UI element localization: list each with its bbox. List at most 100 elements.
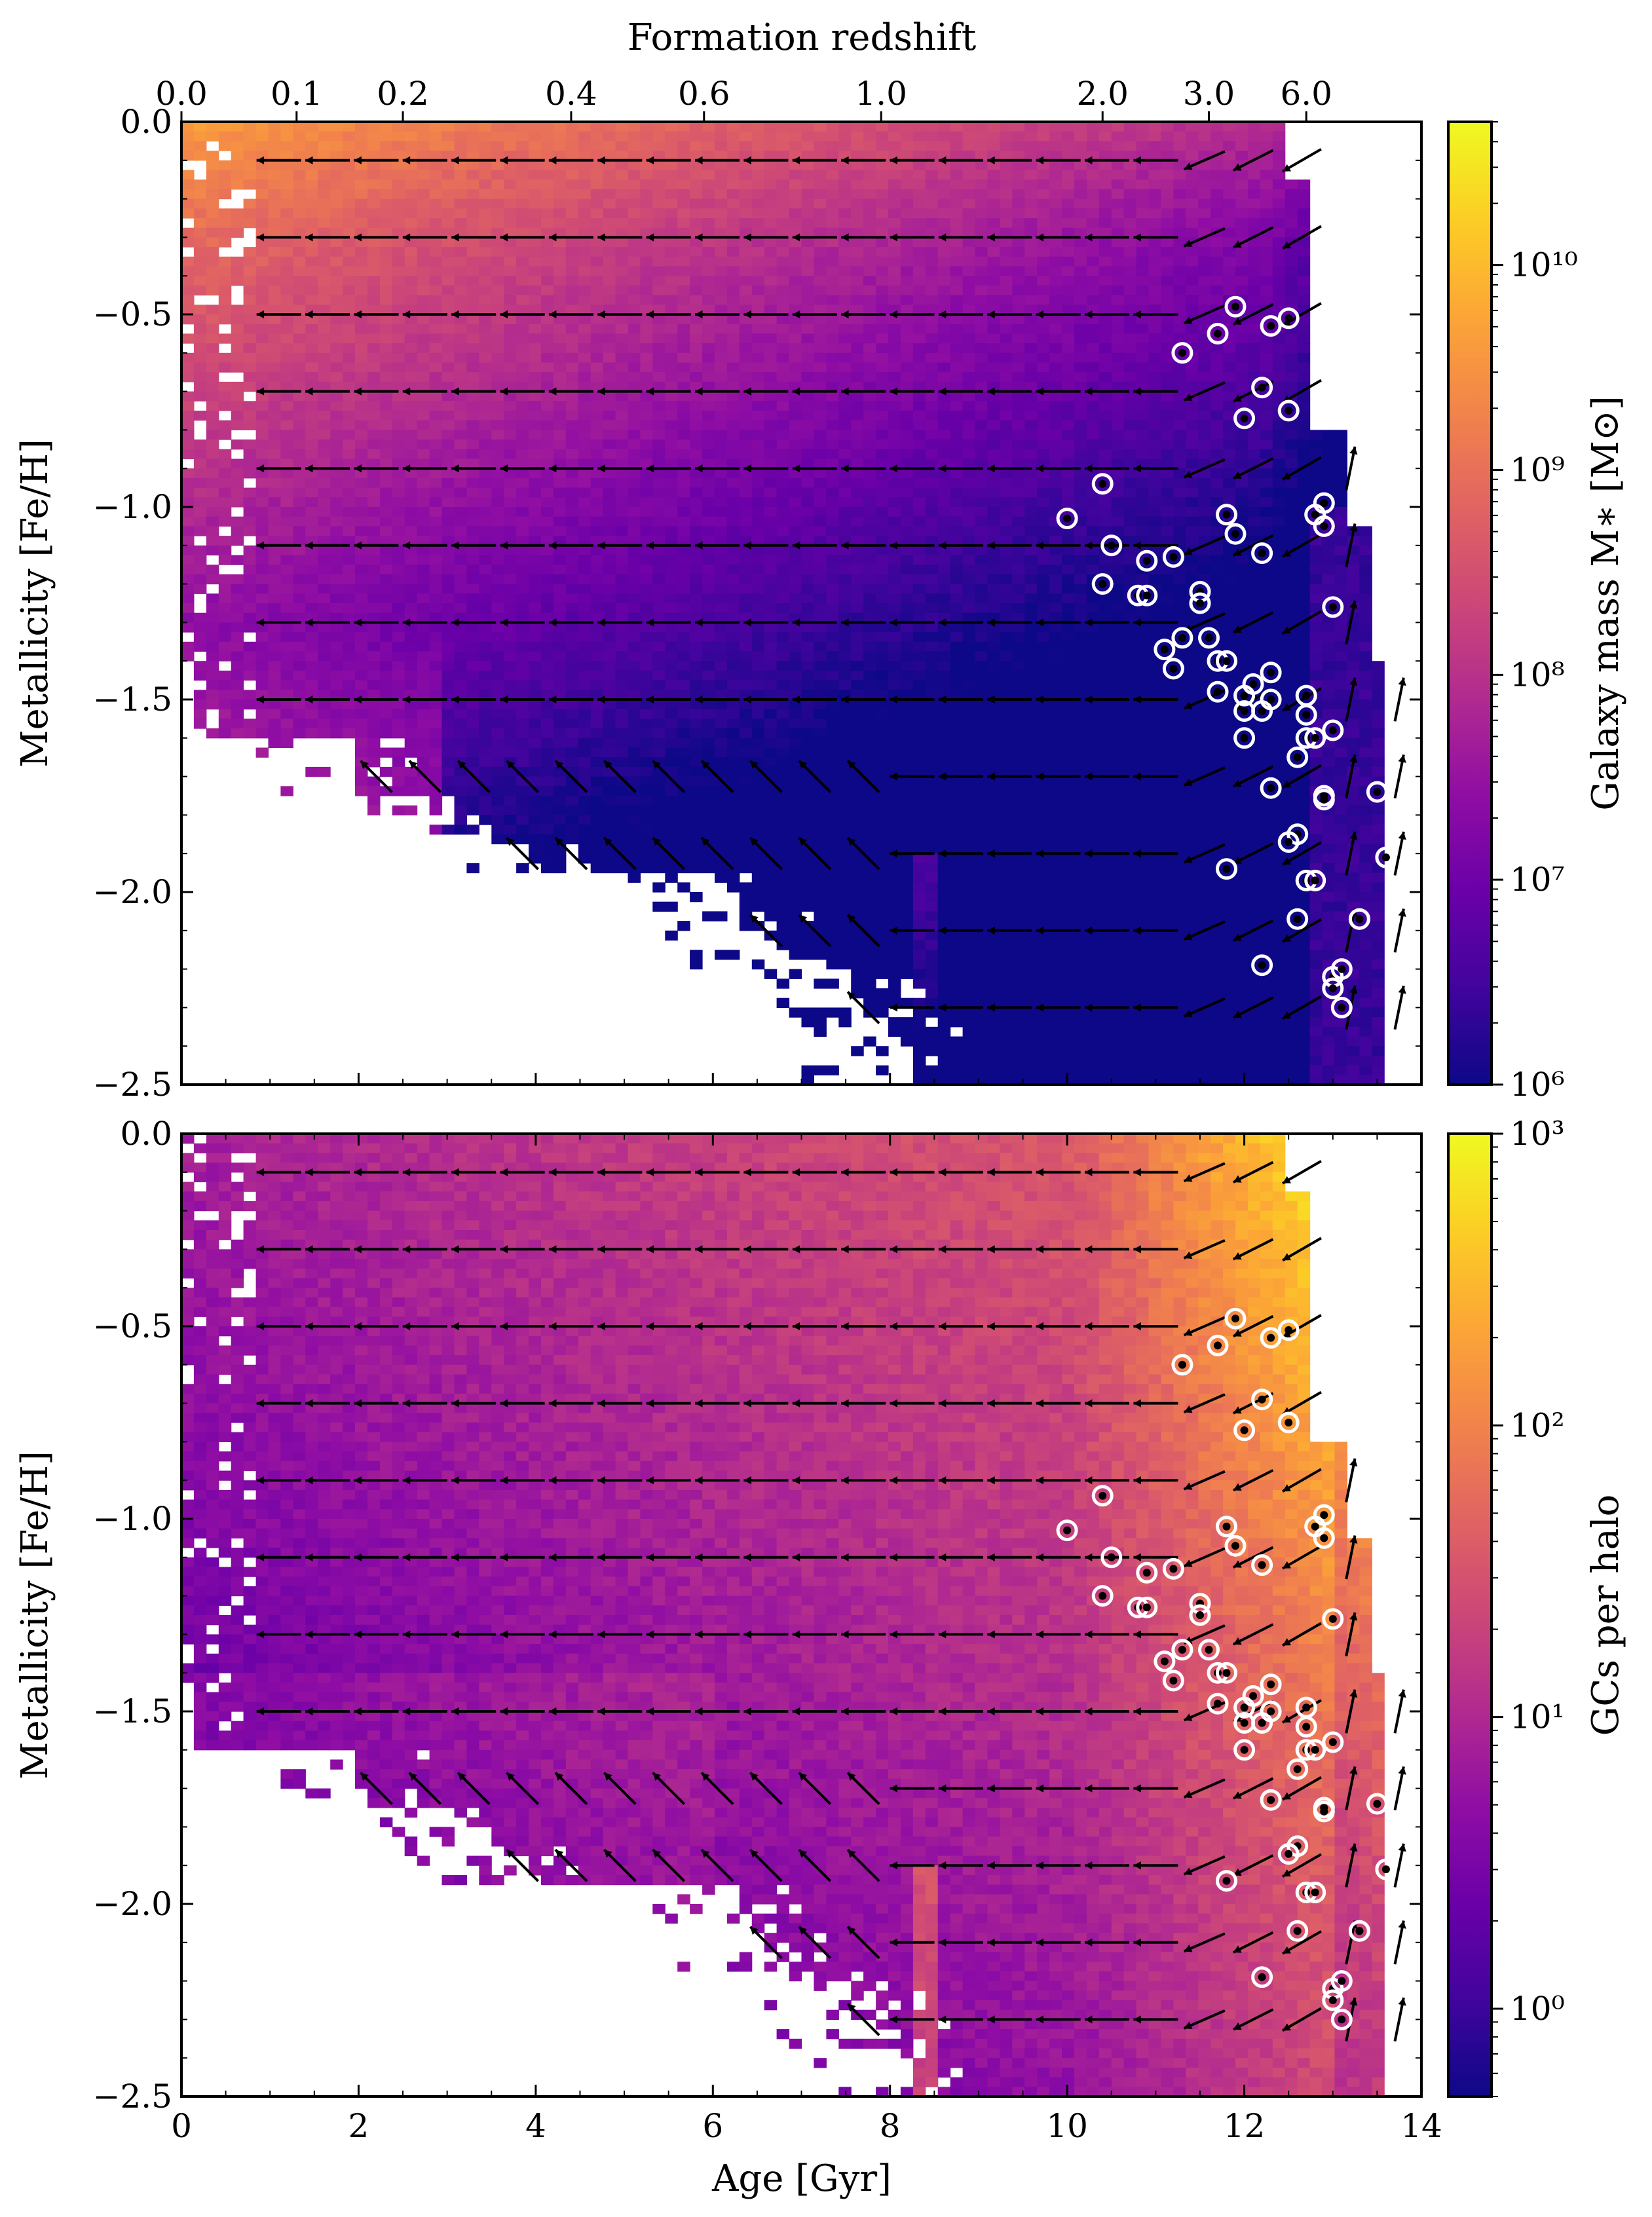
heatmap-cell (937, 160, 951, 171)
heatmap-cell (491, 372, 504, 382)
heatmap-cell (1074, 208, 1087, 219)
heatmap-cell (1123, 391, 1137, 401)
heatmap-cell (181, 526, 195, 536)
heatmap-cell (1024, 372, 1038, 382)
heatmap-cell (1248, 593, 1261, 604)
heatmap-cell (628, 430, 641, 440)
heatmap-cell (330, 305, 343, 315)
heatmap-cell (950, 247, 964, 257)
heatmap-cell (280, 401, 293, 411)
heatmap-cell (876, 333, 889, 344)
heatmap-cell (1235, 122, 1248, 132)
heatmap-cell (640, 305, 653, 315)
heatmap-cell (565, 141, 579, 151)
heatmap-cell (937, 247, 951, 257)
heatmap-cell (912, 170, 926, 180)
heatmap-cell (255, 170, 269, 180)
heatmap-cell (1049, 612, 1062, 623)
heatmap-cell (1098, 179, 1112, 190)
heatmap-cell (193, 622, 207, 633)
heatmap-cell (1012, 256, 1025, 267)
heatmap-cell (677, 218, 690, 229)
heatmap-cell (640, 632, 653, 643)
heatmap-cell (193, 141, 207, 151)
heatmap-cell (454, 247, 467, 257)
heatmap-cell (206, 218, 219, 229)
heatmap-cell (343, 247, 356, 257)
heatmap-cell (863, 305, 876, 315)
heatmap-cell (1136, 632, 1150, 643)
heatmap-cell (801, 507, 814, 517)
heatmap-cell (863, 314, 876, 325)
heatmap-cell (726, 449, 740, 460)
heatmap-cell (1111, 237, 1125, 248)
heatmap-cell (962, 612, 976, 623)
heatmap-cell (1074, 266, 1087, 276)
heatmap-cell (640, 603, 653, 614)
heatmap-cell (181, 170, 195, 180)
heatmap-cell (454, 632, 467, 643)
heatmap-cell (640, 526, 653, 536)
heatmap-cell (801, 285, 814, 296)
heatmap-cell (553, 603, 567, 614)
heatmap-cell (1037, 468, 1050, 479)
heatmap-cell (343, 632, 356, 643)
heatmap-cell (218, 391, 232, 401)
heatmap-cell (529, 516, 542, 527)
heatmap-cell (1024, 536, 1038, 546)
heatmap-cell (751, 131, 765, 141)
heatmap-cell (504, 555, 517, 565)
heatmap-cell (751, 487, 765, 498)
heatmap-cell (900, 208, 914, 219)
heatmap-cell (417, 151, 430, 161)
heatmap-cell (578, 295, 591, 305)
heatmap-cell (937, 122, 951, 132)
heatmap-cell (516, 343, 529, 354)
heatmap-cell (863, 555, 876, 565)
heatmap-cell (826, 411, 839, 421)
heatmap-cell (1024, 545, 1038, 556)
heatmap-cell (1260, 507, 1273, 517)
heatmap-cell (367, 593, 381, 604)
heatmap-cell (739, 420, 753, 430)
heatmap-cell (838, 266, 852, 276)
heatmap-cell (417, 584, 430, 594)
heatmap-cell (950, 276, 964, 286)
heatmap-cell (764, 237, 778, 248)
heatmap-cell (826, 458, 839, 469)
heatmap-cell (665, 565, 678, 575)
heatmap-cell (541, 247, 554, 257)
heatmap-cell (603, 477, 616, 489)
heatmap-cell (1297, 449, 1311, 460)
heatmap-cell (218, 381, 232, 392)
heatmap-cell (1012, 343, 1025, 354)
heatmap-cell (1123, 343, 1137, 354)
heatmap-cell (454, 362, 467, 373)
heatmap-cell (343, 362, 356, 373)
heatmap-cell (379, 507, 393, 517)
heatmap-cell (764, 545, 778, 556)
heatmap-cell (330, 574, 343, 585)
heatmap-cell (1285, 295, 1298, 305)
heatmap-cell (181, 487, 195, 498)
heatmap-cell (863, 411, 876, 421)
heatmap-cell (1148, 227, 1161, 238)
heatmap-cell (1334, 555, 1347, 565)
heatmap-cell (1148, 208, 1161, 219)
heatmap-cell (776, 122, 790, 132)
heatmap-cell (937, 536, 951, 546)
heatmap-cell (1211, 497, 1224, 508)
heatmap-cell (590, 141, 604, 151)
heatmap-cell (888, 458, 901, 469)
heatmap-cell (801, 584, 814, 594)
heatmap-cell (603, 131, 616, 141)
heatmap-cell (318, 468, 331, 479)
heatmap-cell (962, 468, 976, 479)
heatmap-cell (1148, 179, 1161, 190)
heatmap-cell (628, 468, 641, 479)
heatmap-cell (912, 565, 926, 575)
heatmap-cell (392, 324, 405, 334)
heatmap-cell (814, 449, 827, 460)
heatmap-cell (1148, 497, 1161, 508)
heatmap-cell (1123, 477, 1137, 489)
